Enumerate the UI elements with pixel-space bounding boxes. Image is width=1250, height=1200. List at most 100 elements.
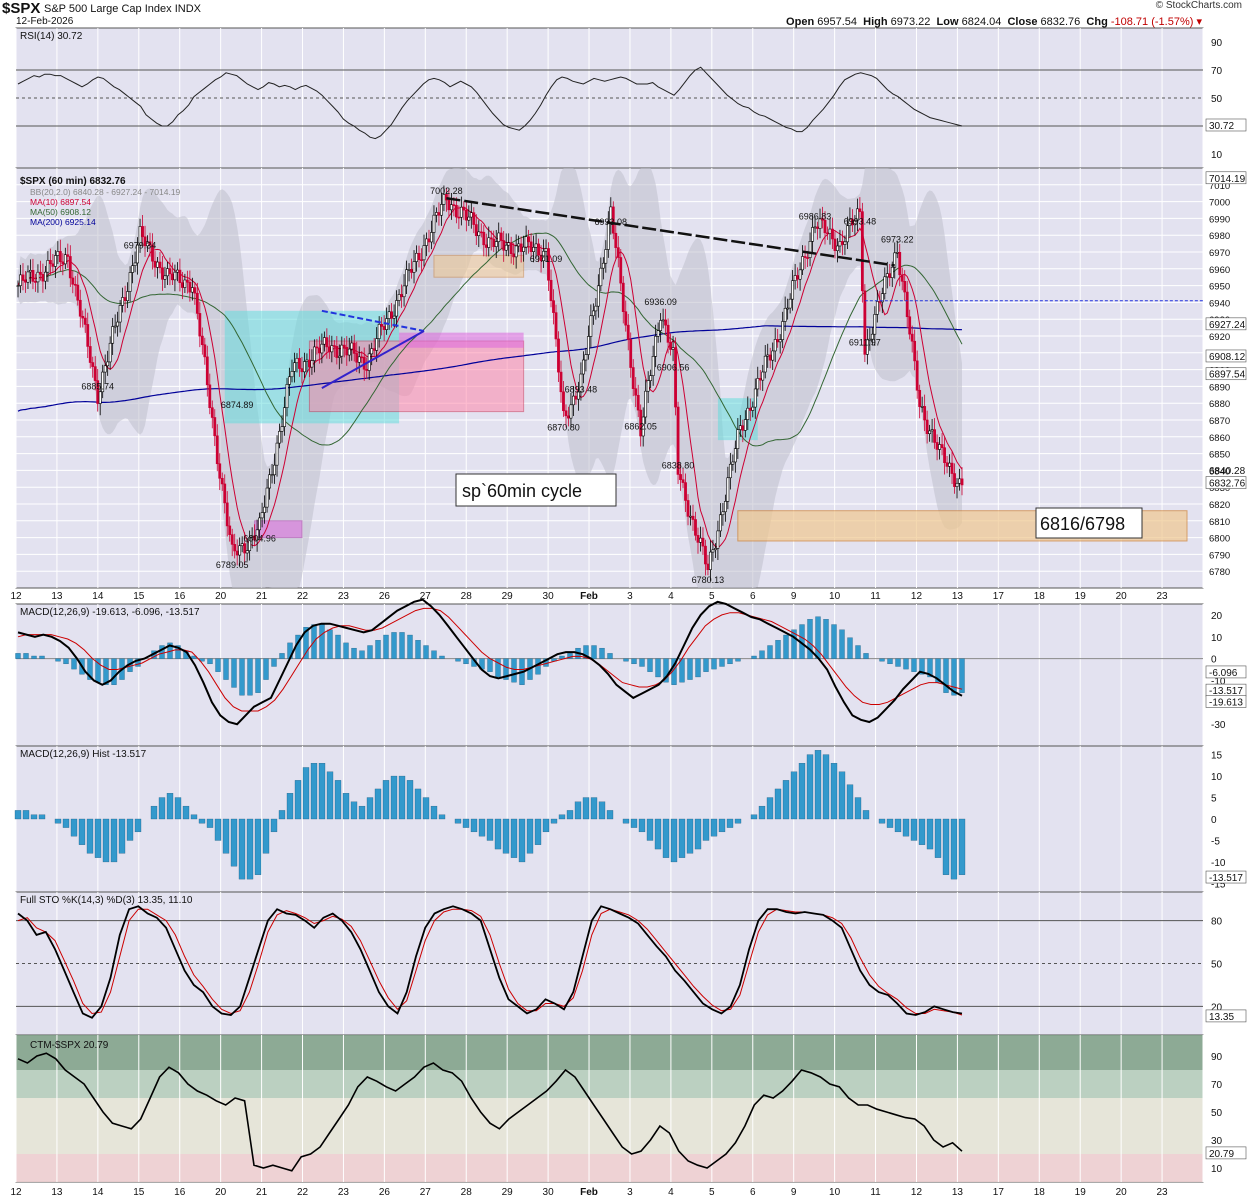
candle-body	[497, 232, 501, 242]
hist-tick-label: 10	[1211, 772, 1223, 783]
candle-body	[641, 416, 645, 437]
hist-bar	[654, 818, 662, 850]
x-axis-label: 22	[297, 591, 309, 602]
pink-box-1	[308, 340, 525, 413]
macd-tick-label: -10	[1211, 676, 1226, 687]
hist-bar	[926, 818, 934, 850]
bottom-x-axis-label: 5	[709, 1187, 715, 1198]
price-legend-item: MA(10) 6897.54	[30, 197, 91, 207]
hist-bar	[406, 780, 414, 820]
bottom-x-axis-label: 23	[1157, 1187, 1169, 1198]
index-name: S&P 500 Large Cap Index	[44, 3, 172, 15]
candle-body	[310, 360, 314, 368]
bottom-x-axis-label: 27	[420, 1187, 432, 1198]
candle-body	[382, 326, 386, 330]
price-tick-label: 7000	[1209, 198, 1230, 209]
hist-bar	[542, 818, 550, 833]
price-right-label: 6908.12	[1209, 352, 1246, 363]
candle-body	[143, 236, 147, 247]
macd-title: MACD(12,26,9) -19.613, -6.096, -13.517	[20, 607, 200, 618]
hist-bar	[342, 793, 350, 820]
macd-hist-bar	[791, 629, 797, 659]
hist-bar	[534, 818, 542, 845]
candle-body	[731, 461, 735, 465]
macd-hist-bar	[751, 655, 757, 659]
macd-tick-label: -30	[1211, 720, 1226, 731]
macd-hist-bar	[911, 658, 917, 672]
sto-tick-label: 80	[1211, 917, 1223, 928]
high-value: 6973.22	[890, 16, 931, 28]
bottom-x-axis-label: 23	[338, 1187, 350, 1198]
candle-body	[788, 298, 792, 309]
candle-body	[320, 343, 324, 354]
candle-body	[121, 297, 125, 306]
hist-bar	[70, 818, 78, 837]
candle-body	[554, 312, 558, 340]
macd-hist-bar	[895, 658, 901, 667]
candle-body	[522, 246, 526, 252]
macd-right-label-box	[1205, 695, 1247, 708]
candle-body	[435, 212, 438, 216]
candle-body	[193, 287, 197, 294]
hist-bar	[814, 750, 822, 820]
macd-hist-bar	[31, 655, 37, 659]
candle-body	[300, 368, 304, 373]
hist-bar	[758, 805, 766, 820]
candle-body	[943, 447, 946, 463]
hist-bar	[198, 818, 206, 824]
candle-body	[462, 206, 466, 211]
candle-body	[86, 324, 90, 347]
candle-body	[131, 265, 134, 273]
candle-body	[166, 268, 169, 277]
macd-hist-bar	[711, 658, 717, 670]
hist-bar	[694, 818, 702, 850]
hist-bar	[942, 818, 950, 875]
candle-body	[280, 426, 284, 432]
price-tick-label: 6960	[1209, 265, 1230, 276]
candle-body	[644, 390, 648, 418]
candle-body	[168, 268, 172, 275]
hist-bar	[950, 818, 958, 880]
candle-body	[746, 407, 750, 420]
candle-body	[649, 375, 653, 381]
hist-bar	[854, 797, 862, 820]
candle-body	[601, 262, 605, 269]
x-axis-label: 13	[51, 591, 63, 602]
macd-hist-bar	[879, 658, 885, 662]
candle-body	[113, 325, 117, 328]
hist-bar	[606, 810, 614, 820]
hist-bar	[94, 818, 102, 858]
candle-body	[81, 315, 85, 319]
candle-body	[402, 285, 406, 298]
copyright: © StockCharts.com	[1155, 0, 1242, 11]
hist-bar	[726, 818, 734, 828]
candle-body	[183, 279, 187, 288]
macd-hist-bar	[703, 658, 709, 672]
candle-body	[868, 338, 872, 341]
bottom-x-axis-label: 14	[92, 1187, 104, 1198]
candle-body	[357, 356, 361, 363]
candle-body	[225, 502, 229, 527]
candle-body	[659, 320, 663, 331]
hist-tick-label: -5	[1211, 836, 1220, 847]
candle-body	[559, 371, 563, 393]
x-axis-label: 15	[133, 591, 145, 602]
x-axis-label: 19	[1075, 591, 1087, 602]
price-tick-label: 6890	[1209, 382, 1230, 393]
candle-body	[918, 389, 922, 407]
hist-bar	[822, 754, 830, 820]
ctm-tick-label: 70	[1211, 1080, 1223, 1091]
hist-tick-label: 5	[1211, 794, 1217, 805]
ctm-zone-upper	[16, 1070, 1203, 1098]
x-axis-label: 29	[502, 591, 514, 602]
price-tick-label: 6970	[1209, 248, 1230, 259]
candle-body	[283, 407, 286, 427]
macd-hist-bar	[15, 653, 21, 659]
x-axis-label: 16	[174, 591, 186, 602]
candle-body	[427, 238, 431, 243]
candle-body	[514, 245, 518, 258]
cycle-label-box	[455, 473, 617, 507]
candle-body	[654, 336, 658, 357]
hist-bar	[766, 797, 774, 820]
hist-bar	[222, 818, 230, 854]
